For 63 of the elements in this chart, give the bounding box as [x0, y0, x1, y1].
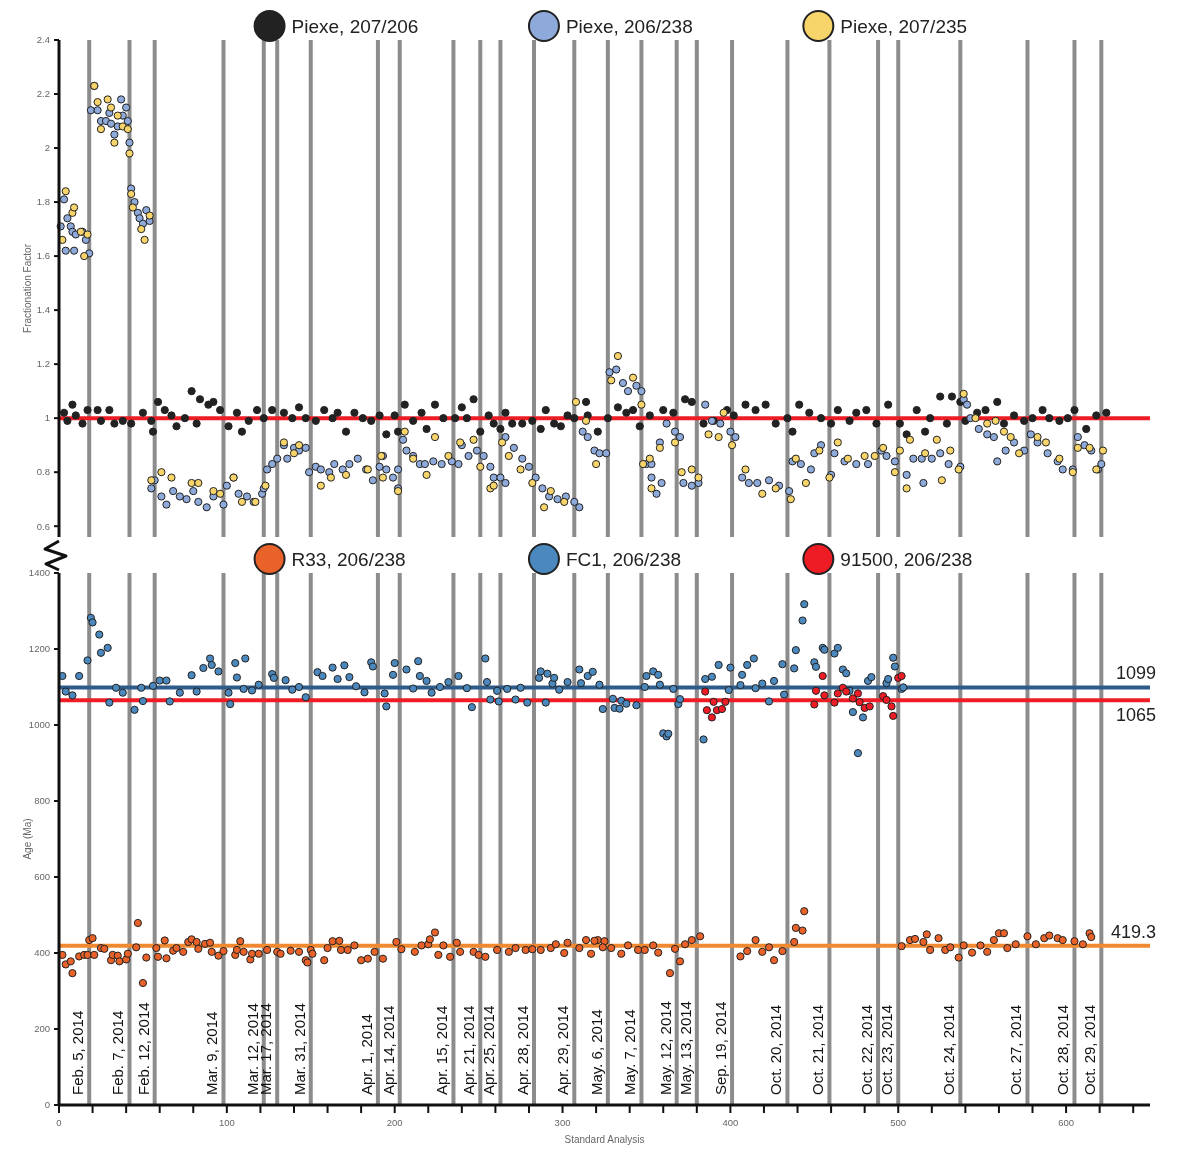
ref-line-label: Sep. 19, 2014: [712, 1001, 730, 1095]
y-tick-label: 1.2: [36, 358, 50, 370]
legend-label: FC1, 206/238: [565, 548, 682, 570]
legend-label: Piexe, 206/238: [565, 15, 693, 37]
legend-label: R33, 206/238: [291, 548, 406, 570]
ref-line-label: Oct. 29, 2014: [1081, 1004, 1099, 1095]
y-tick-label: 1: [44, 412, 50, 424]
ref-line-label: Apr. 15, 2014: [433, 1005, 451, 1095]
legend-label: Piexe, 207/206: [291, 15, 419, 37]
x-tick-label: 500: [890, 1117, 907, 1128]
y-tick-label: 2.4: [36, 34, 50, 46]
legend-label: Piexe, 207/235: [840, 15, 968, 37]
ref-line-label: Apr. 29, 2014: [554, 1005, 572, 1095]
y-tick-label: 1.8: [36, 196, 50, 208]
x-tick-label: 200: [386, 1117, 403, 1128]
x-tick-label: 400: [722, 1117, 739, 1128]
ref-line-label: Oct. 23, 2014: [878, 1004, 896, 1095]
ref-line-label: Apr. 21, 2014: [460, 1005, 478, 1095]
y-tick-label: 1.4: [36, 304, 50, 316]
ref-line-label: Apr. 1, 2014: [357, 1014, 375, 1095]
y-tick-label: 1.6: [36, 250, 50, 262]
x-tick-label: 600: [1058, 1117, 1075, 1128]
y-tick-label: 0: [44, 1099, 50, 1111]
x-tick-label: 300: [554, 1117, 571, 1128]
ref-line-label: 419.3: [1110, 921, 1156, 942]
ref-line-label: Oct. 20, 2014: [767, 1004, 785, 1095]
ref-line-label: May. 6, 2014: [587, 1009, 605, 1095]
y-axis-title: Fractionation Factor: [22, 243, 33, 333]
ref-line-label: Apr. 25, 2014: [480, 1005, 498, 1095]
x-tick-label: 100: [218, 1117, 235, 1128]
y-tick-label: 1200: [28, 643, 50, 655]
ref-line-label: Oct. 27, 2014: [1007, 1004, 1025, 1095]
ref-line-label: Mar. 31, 2014: [290, 1003, 308, 1095]
ref-line-label: Oct. 21, 2014: [809, 1004, 827, 1095]
ref-line-label: Apr. 14, 2014: [379, 1005, 397, 1095]
x-axis-title: Standard Analysis: [564, 1134, 645, 1145]
ref-line-label: May. 12, 2014: [656, 1001, 674, 1095]
ref-line-label: Apr. 28, 2014: [514, 1005, 531, 1095]
ref-line-label: Mar. 12, 2014: [243, 1003, 261, 1095]
y-tick-label: 2.2: [36, 88, 50, 100]
y-tick-label: 1000: [28, 719, 50, 731]
ref-line-label: Feb. 12, 2014: [134, 1002, 152, 1095]
y-tick-label: 400: [34, 947, 50, 959]
y-tick-label: 0.6: [36, 520, 50, 532]
ref-line-label: Feb. 5, 2014: [69, 1010, 87, 1095]
y-tick-label: 2: [44, 142, 50, 154]
y-tick-label: 1400: [28, 567, 50, 579]
legend-label: 91500, 206/238: [840, 548, 973, 570]
ref-line-label: Oct. 22, 2014: [858, 1004, 876, 1095]
y-axis-title: Age (Ma): [22, 818, 33, 860]
ref-line-label: Mar. 9, 2014: [203, 1011, 221, 1095]
x-tick-label: 0: [56, 1117, 62, 1128]
ref-line-label: Feb. 7, 2014: [109, 1010, 127, 1095]
ref-line-label: 1099: [1115, 663, 1156, 684]
y-tick-label: 800: [34, 795, 50, 807]
y-tick-label: 600: [34, 871, 50, 883]
ref-line-label: Oct. 24, 2014: [940, 1004, 958, 1095]
y-tick-label: 0.8: [36, 466, 50, 478]
y-tick-label: 200: [34, 1023, 50, 1035]
ref-line-label: 1065: [1115, 705, 1156, 726]
ref-line-label: May. 13, 2014: [676, 1001, 694, 1095]
ref-line-label: Oct. 28, 2014: [1054, 1004, 1072, 1095]
ref-line-label: May. 7, 2014: [621, 1009, 639, 1095]
